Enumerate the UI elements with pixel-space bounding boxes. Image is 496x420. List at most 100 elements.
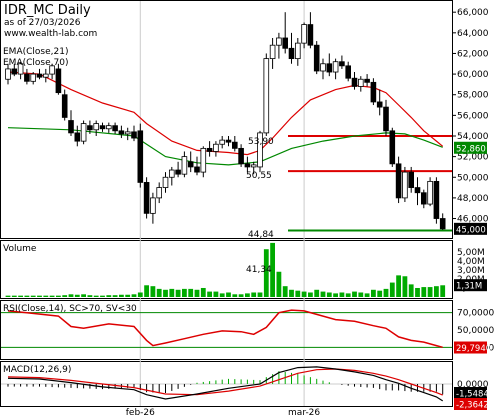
candle-body-down xyxy=(175,169,181,175)
candle-body-down xyxy=(433,180,440,219)
candle-body-down xyxy=(137,130,144,183)
candle xyxy=(263,53,270,136)
price-tick-label: 46,000 xyxy=(457,215,489,225)
candle xyxy=(307,12,314,49)
candle xyxy=(156,182,163,204)
candle-body-up xyxy=(200,147,207,173)
volume-tick-label: 5,00M xyxy=(457,248,485,258)
volume-bar xyxy=(282,286,288,297)
candle xyxy=(131,125,137,142)
price-tick-label: 62,000 xyxy=(457,49,489,59)
legend-ema70: EMA(Close,70) xyxy=(3,58,68,68)
candle xyxy=(433,177,440,224)
candle xyxy=(194,156,200,176)
candle xyxy=(74,125,81,147)
volume-bar xyxy=(219,293,225,297)
candle-body-up xyxy=(219,139,226,145)
candle-body-down xyxy=(395,163,402,199)
candle-body-down xyxy=(74,132,81,142)
candle xyxy=(206,141,213,157)
candle-body-down xyxy=(364,78,370,83)
volume-bar xyxy=(194,289,200,297)
volume-bar xyxy=(232,294,238,297)
candle xyxy=(370,78,377,106)
candle-body-down xyxy=(326,63,333,73)
volume-bar xyxy=(11,295,17,297)
ema70-value-badge-bg xyxy=(454,141,487,154)
candle-body-up xyxy=(269,44,276,60)
website-label: www.wealth-lab.com xyxy=(4,29,97,39)
volume-bar xyxy=(421,287,427,297)
candle-body-up xyxy=(320,63,326,72)
volume-bar xyxy=(119,294,124,297)
volume-bar xyxy=(364,293,370,297)
macd-value-badge: -1,5484 xyxy=(456,390,489,400)
candle-body-down xyxy=(370,81,377,103)
candle xyxy=(238,144,244,167)
volume-bar xyxy=(49,295,55,297)
volume-bar xyxy=(100,295,105,297)
candle-body-down xyxy=(383,106,389,132)
macd-signal-badge-bg xyxy=(454,398,487,410)
candle xyxy=(187,151,194,173)
volume-bar xyxy=(377,290,383,297)
volume-bar xyxy=(106,295,112,297)
price-tick-label: 48,000 xyxy=(457,194,489,204)
candle xyxy=(257,130,263,173)
volume-bar xyxy=(415,287,420,297)
volume-bar xyxy=(371,289,376,297)
candle xyxy=(320,58,326,80)
candle-body-down xyxy=(206,147,213,152)
candle xyxy=(219,135,226,149)
candle xyxy=(383,99,389,136)
candle-body-up xyxy=(17,63,24,75)
volume-bar xyxy=(175,289,181,297)
price-tick-label: 64,000 xyxy=(457,29,489,39)
price-panel xyxy=(0,0,453,239)
candle xyxy=(68,110,74,136)
volume-bar xyxy=(408,284,414,297)
candle xyxy=(294,37,301,66)
candle xyxy=(61,89,68,121)
volume-bar xyxy=(276,271,282,297)
macd-signal-line xyxy=(7,368,443,396)
volume-bar xyxy=(320,291,326,297)
candle-body-down xyxy=(118,130,125,135)
price-tick-label: 52,000 xyxy=(457,153,489,163)
asof-date: as of 27/03/2026 xyxy=(4,18,81,28)
candle xyxy=(357,76,364,92)
candle-body-down xyxy=(282,37,288,49)
candle xyxy=(99,122,106,132)
candle-body-up xyxy=(181,156,188,175)
candle-body-down xyxy=(131,131,137,139)
candle-body-down xyxy=(408,171,414,188)
volume-bar xyxy=(308,292,313,297)
chart-title: IDR_MC Daily xyxy=(4,3,91,18)
annotation-44-84: 44,84 xyxy=(248,230,274,240)
volume-bar xyxy=(169,288,175,297)
volume-bar xyxy=(352,291,357,297)
annotation-53-90: 53,90 xyxy=(248,137,274,147)
candle-body-up xyxy=(43,73,49,78)
candle-body-down xyxy=(143,182,150,214)
volume-bar xyxy=(156,288,162,297)
candle-body-up xyxy=(5,68,11,80)
candle xyxy=(137,123,144,188)
volume-bar xyxy=(427,287,433,297)
price-tick-label: 58,000 xyxy=(457,91,489,101)
volume-bar xyxy=(358,292,364,297)
candle xyxy=(150,192,156,224)
price-tick-label: 60,000 xyxy=(457,70,489,80)
volume-bar xyxy=(245,293,250,297)
candle xyxy=(313,41,320,75)
candle xyxy=(351,72,358,90)
volume-bar xyxy=(56,295,61,297)
candle xyxy=(420,189,427,209)
volume-bar xyxy=(200,287,206,297)
candle xyxy=(11,63,18,77)
candle-body-up xyxy=(93,123,100,131)
candle-body-up xyxy=(156,187,163,199)
candle-body-down xyxy=(36,73,43,78)
price-tick-label: 54,000 xyxy=(457,132,489,142)
